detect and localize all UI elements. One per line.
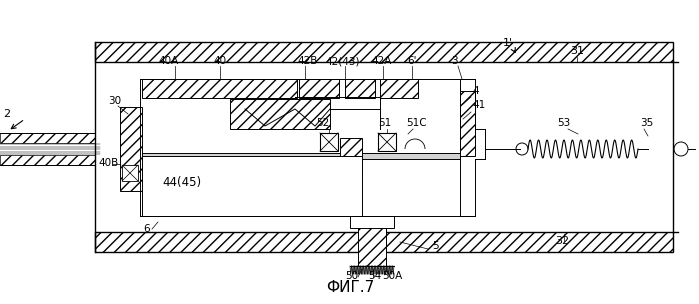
- Bar: [95, 232, 673, 252]
- Text: 40B: 40B: [98, 158, 118, 168]
- Bar: [122, 165, 138, 181]
- Bar: [120, 107, 142, 191]
- Text: 2: 2: [3, 109, 10, 119]
- Bar: [380, 79, 418, 98]
- Text: 6: 6: [143, 224, 150, 234]
- Bar: [378, 133, 396, 151]
- Text: 42B: 42B: [297, 56, 317, 66]
- Text: 52: 52: [316, 118, 329, 128]
- Text: 4: 4: [472, 86, 479, 96]
- Text: 42(43): 42(43): [325, 56, 359, 66]
- Text: 40A: 40A: [158, 56, 178, 66]
- Text: 50A: 50A: [382, 271, 402, 281]
- Text: 44(45): 44(45): [162, 176, 201, 189]
- Text: 42A: 42A: [371, 56, 391, 66]
- Bar: [320, 133, 338, 151]
- Text: 1': 1': [503, 38, 513, 48]
- Bar: [230, 99, 330, 129]
- Text: 31: 31: [570, 46, 584, 56]
- Text: 51C: 51C: [406, 118, 426, 128]
- Bar: [340, 138, 362, 174]
- Bar: [350, 216, 394, 228]
- Bar: [95, 42, 673, 62]
- Circle shape: [674, 142, 688, 156]
- Text: 35: 35: [640, 118, 654, 128]
- Text: 40: 40: [213, 56, 226, 66]
- Bar: [345, 79, 375, 98]
- Text: 5: 5: [432, 241, 439, 251]
- Bar: [142, 79, 297, 98]
- Text: 30: 30: [108, 96, 121, 106]
- Bar: [299, 79, 339, 98]
- Text: 50: 50: [345, 271, 358, 281]
- Text: 3: 3: [451, 56, 458, 66]
- Bar: [0, 155, 95, 165]
- Text: 51: 51: [378, 118, 391, 128]
- Bar: [0, 133, 95, 143]
- Bar: [358, 216, 386, 266]
- Bar: [142, 153, 460, 159]
- Bar: [460, 91, 475, 156]
- Bar: [142, 156, 362, 216]
- Text: 54: 54: [368, 271, 381, 281]
- Text: 41: 41: [472, 100, 485, 110]
- Text: 53: 53: [557, 118, 570, 128]
- Text: ФИГ.7: ФИГ.7: [326, 280, 374, 295]
- Circle shape: [516, 143, 528, 155]
- Text: 6': 6': [407, 56, 417, 66]
- Text: 32: 32: [555, 236, 569, 246]
